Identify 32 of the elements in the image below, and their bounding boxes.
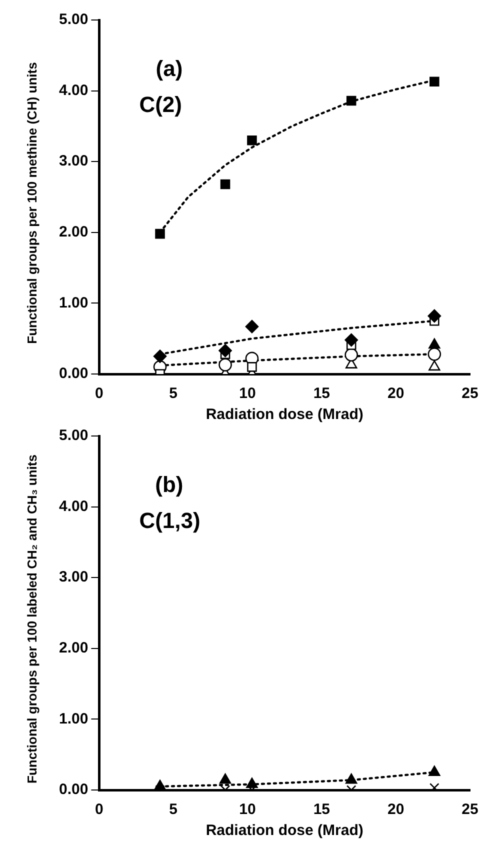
x-tick-label: 5 xyxy=(169,385,178,402)
y-tick-label: 1.00 xyxy=(58,294,88,312)
x-tick-label: 15 xyxy=(313,385,330,402)
y-tick-label: 3.00 xyxy=(58,152,88,170)
x-tick-label: 0 xyxy=(95,801,104,818)
y-tick-label: 0.00 xyxy=(58,365,88,382)
annotation: (a) xyxy=(156,56,183,82)
y-tick-label: 2.00 xyxy=(58,640,88,657)
annotation: C(1,3) xyxy=(139,508,200,534)
y-tick-label: 5.00 xyxy=(58,11,88,28)
x-axis-title: Radiation dose (Mrad) xyxy=(206,406,364,424)
x-tick-label: 10 xyxy=(239,801,256,818)
y-axis-title: Functional groups per 100 labeled CH₂ and CH₃ units xyxy=(24,454,40,786)
y-tick-label: 4.00 xyxy=(58,82,88,99)
x-tick-label: 20 xyxy=(387,385,404,402)
y-tick-label: 1.00 xyxy=(58,710,88,728)
x-tick-label: 10 xyxy=(239,385,256,402)
y-tick-label: 4.00 xyxy=(58,498,88,515)
y-axis-title: Functional groups per 100 methine (CH) units xyxy=(24,61,40,346)
y-tick-label: 3.00 xyxy=(58,568,88,586)
x-tick-label: 15 xyxy=(313,801,330,818)
x-tick-label: 20 xyxy=(387,801,404,818)
y-tick-label: 5.00 xyxy=(58,427,88,444)
x-tick-label: 5 xyxy=(169,801,178,818)
x-tick-label: 25 xyxy=(462,801,478,818)
annotation: (b) xyxy=(155,472,184,498)
x-axis-title: Radiation dose (Mrad) xyxy=(206,822,364,840)
annotation: C(2) xyxy=(139,92,182,118)
x-tick-label: 0 xyxy=(95,385,104,402)
x-tick-label: 25 xyxy=(462,385,478,402)
y-tick-label: 0.00 xyxy=(58,781,88,798)
y-tick-label: 2.00 xyxy=(58,224,88,241)
